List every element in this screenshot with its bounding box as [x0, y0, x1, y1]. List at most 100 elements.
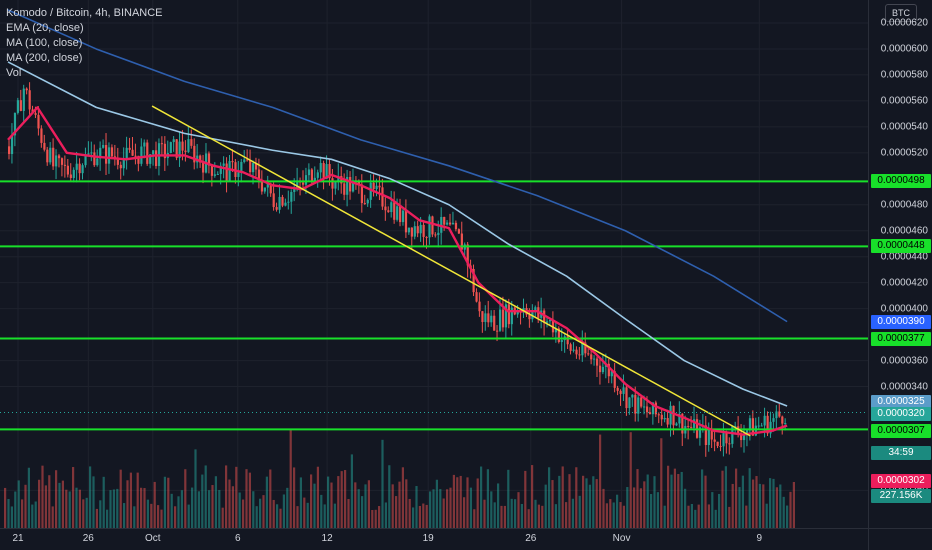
candle-body — [507, 304, 510, 325]
chart-title[interactable]: Komodo / Bitcoin, 4h, BINANCE — [6, 7, 163, 19]
candle-body — [263, 187, 266, 192]
volume-bar — [197, 491, 200, 528]
support-tag-2: 0.0000377 — [871, 331, 931, 346]
volume-bar — [636, 469, 639, 528]
candle-body — [131, 149, 134, 156]
volume-bar — [208, 490, 211, 528]
volume-bar — [157, 505, 160, 528]
price-axis[interactable]: BTC 0.0000620 0.0000600 0.0000580 0.0000560… — [868, 0, 932, 528]
countdown-tag: 34:59 — [871, 446, 931, 460]
volume-bar — [541, 505, 544, 528]
volume-bar — [673, 468, 676, 528]
volume-bar — [551, 480, 554, 528]
candle-body — [693, 419, 696, 428]
candle-body — [28, 90, 31, 110]
candle-body — [90, 152, 93, 154]
indicator-vol[interactable]: Vol — [6, 67, 22, 79]
time-tick-4: 12 — [321, 533, 333, 544]
candle-body — [237, 172, 240, 178]
time-tick-6: 26 — [525, 533, 537, 544]
volume-bar — [41, 465, 44, 528]
candle-body — [654, 402, 657, 415]
volume-bar — [575, 467, 578, 528]
candle-body — [290, 191, 293, 202]
candle-body — [484, 313, 487, 322]
volume-bar — [792, 481, 795, 528]
candle-body — [766, 415, 769, 434]
volume-bar — [231, 486, 234, 528]
candle-body — [66, 165, 69, 175]
volume-bar — [225, 465, 228, 528]
candle-body — [634, 394, 637, 414]
volume-bar — [786, 505, 789, 528]
chart-area[interactable]: Komodo / Bitcoin, 4h, BINANCE EMA (20, c… — [0, 0, 868, 528]
candle-body — [772, 418, 775, 422]
volume-bar — [731, 483, 734, 528]
candle-body — [219, 165, 222, 174]
indicator-ema[interactable]: EMA (20, close) — [6, 22, 84, 34]
indicator-ma100[interactable]: MA (100, close) — [6, 37, 83, 49]
volume-bar — [558, 475, 561, 528]
volume-bar — [748, 468, 751, 528]
volume-bar — [755, 476, 758, 528]
currency-badge[interactable]: BTC — [885, 4, 917, 22]
volume-bar — [10, 506, 13, 528]
volume-bar — [585, 478, 588, 528]
volume-bar — [361, 496, 364, 528]
candle-body — [560, 340, 563, 342]
ema-line — [7, 106, 788, 436]
volume-bar — [68, 491, 71, 528]
volume-bar — [724, 466, 727, 528]
price-chart[interactable] — [0, 0, 868, 528]
time-axis[interactable]: 21 26 Oct 6 12 19 26 Nov 9 — [0, 528, 868, 550]
volume-bar — [442, 498, 445, 528]
candle-body — [516, 311, 519, 315]
candle-body — [460, 233, 463, 250]
volume-bar — [459, 475, 462, 528]
volume-bar — [252, 491, 255, 528]
candle-body — [99, 147, 102, 159]
candle-body — [266, 183, 269, 188]
candle-body — [566, 336, 569, 345]
candle-body — [596, 358, 599, 366]
volume-bar — [425, 504, 428, 528]
candle-body — [754, 425, 757, 436]
ma200-line — [7, 9, 788, 323]
candle-body — [622, 387, 625, 394]
candle-body — [337, 176, 340, 183]
volume-bar — [245, 469, 248, 528]
candle-body — [554, 328, 558, 333]
price-tick-9: 0.0000420 — [880, 277, 928, 289]
volume-bar — [758, 483, 761, 528]
candle-body — [181, 141, 184, 151]
volume-bar — [531, 465, 534, 528]
candle-body — [613, 371, 616, 388]
candle-body — [293, 188, 296, 192]
price-tick-5: 0.0000520 — [880, 147, 928, 159]
candle-body — [57, 155, 61, 159]
volume-bar — [656, 492, 659, 528]
volume-bar — [660, 438, 663, 528]
volume-bar — [143, 488, 146, 528]
candle-body — [254, 163, 258, 170]
candle-body — [648, 412, 652, 415]
candle-body — [163, 143, 167, 159]
candle-body — [778, 411, 781, 417]
volume-bar — [435, 479, 438, 528]
candle-body — [731, 426, 734, 444]
volume-bar — [639, 488, 642, 528]
candle-body — [616, 387, 619, 391]
volume-bar — [537, 504, 540, 528]
candle-body — [160, 143, 164, 145]
candle-body — [510, 307, 513, 325]
volume-bar — [191, 487, 194, 528]
volume-bar — [503, 505, 506, 528]
volume-bar — [418, 505, 421, 528]
volume-bar — [626, 487, 629, 528]
volume-bar — [320, 494, 323, 528]
indicator-ma200[interactable]: MA (200, close) — [6, 52, 83, 64]
candle-body — [625, 387, 628, 409]
volume-bar — [123, 503, 126, 528]
volume-bar — [789, 491, 792, 528]
volume-bar — [242, 499, 245, 528]
